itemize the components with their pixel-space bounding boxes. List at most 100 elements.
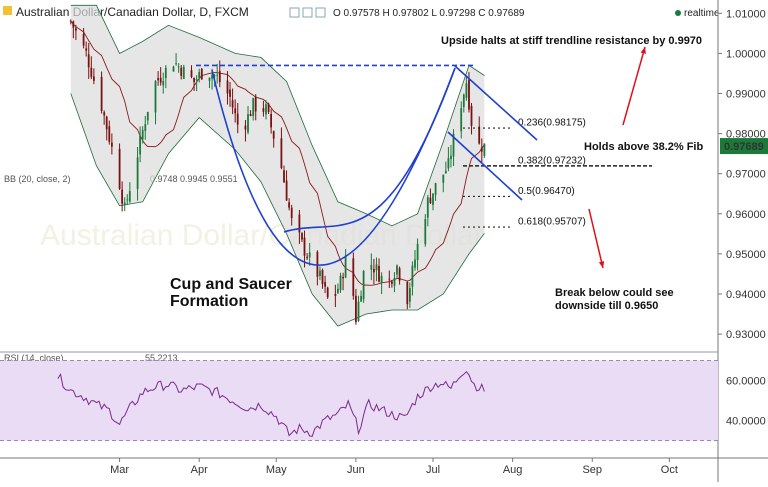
candle-body: [308, 252, 311, 258]
candle-body: [280, 138, 283, 168]
candle-body: [162, 81, 165, 86]
candle-body: [357, 301, 360, 321]
candle-body: [87, 54, 90, 68]
candle-body: [450, 155, 452, 160]
candle-body: [373, 269, 375, 273]
candle-body: [429, 197, 432, 204]
candle-body: [154, 81, 157, 113]
candle-body: [360, 296, 362, 302]
candle-body: [283, 170, 285, 183]
upside-annotation: Upside halts at stiff trendline resistan…: [441, 35, 702, 47]
time-tick-label: Apr: [191, 464, 208, 476]
fibonacci-levels: 0.236(0.98175) 0.382(0.97232) 0.5(0.96470)…: [463, 118, 652, 228]
candle-body: [342, 276, 344, 279]
candle-body: [136, 157, 139, 189]
candle-body: [288, 202, 290, 208]
candle-body: [200, 68, 203, 80]
candle-body: [375, 264, 378, 271]
trend-lines: [196, 46, 646, 413]
candle-body: [442, 174, 445, 183]
candle-body: [100, 76, 103, 111]
candle-body: [254, 96, 257, 112]
rsi-band: [0, 360, 718, 441]
candle-body: [85, 48, 88, 51]
candle-body: [172, 66, 175, 72]
candle-body: [388, 278, 391, 280]
candle-body: [146, 111, 149, 121]
candle-body: [426, 197, 429, 218]
candle-body: [414, 259, 416, 268]
header-tool-icons[interactable]: [289, 7, 326, 18]
saucer-curve: [283, 67, 456, 233]
candle-body: [141, 130, 144, 140]
time-tick-label: Jun: [347, 464, 365, 476]
price-axis: 1.01000 1.00000 0.99000 0.98000 0.97000 0.960…: [717, 0, 768, 482]
candle-body: [180, 67, 183, 76]
candle-body: [285, 180, 288, 201]
candle-body: [416, 244, 419, 260]
bb-label[interactable]: BB (20, close, 2): [4, 174, 71, 184]
candle-body: [211, 75, 213, 79]
time-tick-label: Jul: [426, 464, 440, 476]
last-price-label: 0.97689: [724, 141, 764, 153]
price-tick-label: 0.93000: [726, 329, 766, 341]
candle-body: [247, 114, 249, 133]
candle-body: [103, 112, 106, 116]
price-tick-label: 1.01000: [726, 8, 766, 20]
candle-body: [262, 108, 265, 112]
time-tick-label: May: [266, 464, 287, 476]
candle-body: [362, 271, 365, 300]
price-tick-label: 0.97000: [726, 169, 766, 181]
candle-body: [306, 256, 308, 259]
candle-body: [391, 281, 393, 284]
channel-upper-line: [454, 65, 538, 141]
candle-body: [411, 265, 414, 287]
eye-icon[interactable]: [289, 7, 300, 18]
time-tick-label: Mar: [110, 464, 129, 476]
candle-body: [398, 268, 401, 281]
candle-body: [460, 108, 463, 132]
candle-body: [465, 83, 468, 98]
candle-body: [301, 233, 303, 240]
candle-body: [157, 78, 159, 81]
candle-body: [226, 80, 229, 94]
candle-body: [182, 66, 185, 79]
rsi-label[interactable]: RSI (14, close): [4, 353, 64, 363]
candle-body: [90, 67, 93, 77]
candle-body: [370, 265, 373, 270]
candle-body: [198, 72, 201, 79]
candle-body: [139, 135, 141, 155]
upside-arrow-head: [640, 47, 646, 54]
candle-body: [236, 113, 239, 125]
candle-body: [352, 258, 355, 296]
candle-body: [406, 282, 409, 305]
candle-body: [121, 189, 123, 204]
rsi-value: 55.2213: [145, 353, 178, 363]
rsi-panel: 60.0000 40.0000: [0, 351, 766, 441]
candle-body: [452, 133, 455, 157]
realtime-label: realtime: [684, 8, 720, 19]
time-tick-label: Aug: [503, 464, 523, 476]
settings-icon[interactable]: [302, 7, 313, 18]
candle-body: [480, 147, 483, 152]
last-price-tag: [720, 138, 768, 155]
bb-fill: [70, 5, 485, 327]
rsi-tick-label: 60.0000: [726, 376, 766, 388]
fib-label: 0.236(0.98175): [518, 118, 586, 129]
candle-body: [126, 199, 129, 201]
close-icon[interactable]: [315, 7, 326, 18]
break-annotation-line1: Break below could see: [555, 287, 674, 299]
candle-body: [213, 75, 216, 77]
candle-body: [105, 116, 108, 130]
fib-label: 0.382(0.97232): [518, 155, 586, 166]
pattern-annotation-line2: Formation: [170, 293, 248, 310]
candle-body: [462, 94, 465, 108]
candle-body: [339, 275, 342, 290]
bb-lower-line: [70, 93, 485, 327]
candle-body: [321, 270, 324, 285]
pattern-annotation-line1: Cup and Saucer: [170, 276, 292, 293]
break-annotation-line2: downside till 0.9650: [555, 300, 658, 312]
candle-body: [267, 103, 270, 112]
